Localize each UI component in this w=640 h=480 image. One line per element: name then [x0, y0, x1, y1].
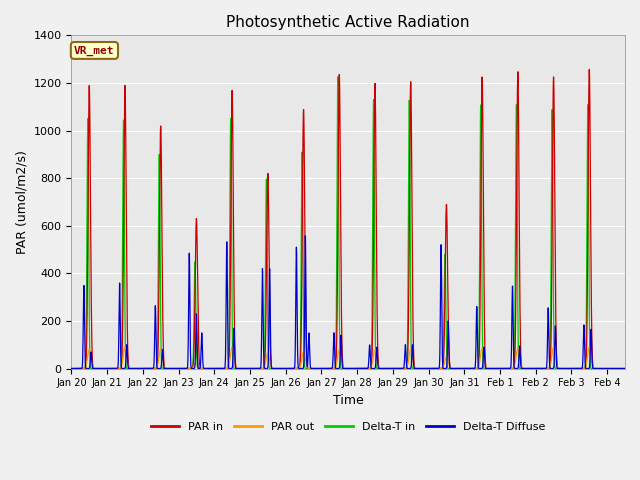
Legend: PAR in, PAR out, Delta-T in, Delta-T Diffuse: PAR in, PAR out, Delta-T in, Delta-T Dif… — [147, 418, 550, 436]
Title: Photosynthetic Active Radiation: Photosynthetic Active Radiation — [227, 15, 470, 30]
X-axis label: Time: Time — [333, 394, 364, 407]
Y-axis label: PAR (umol/m2/s): PAR (umol/m2/s) — [15, 150, 28, 254]
Text: VR_met: VR_met — [74, 45, 115, 56]
